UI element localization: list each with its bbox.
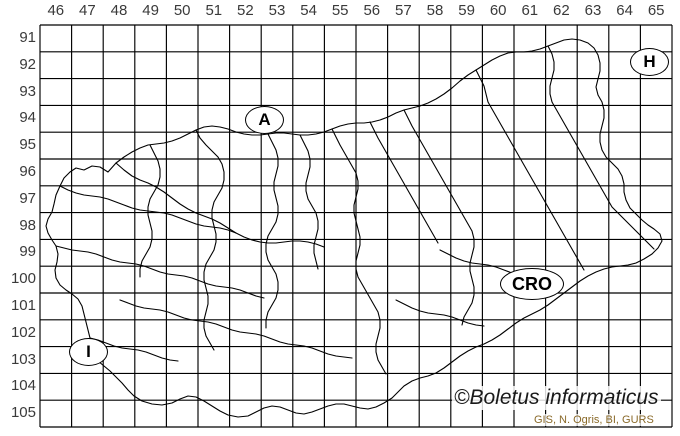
attribution-text: GIS, N. Ogris, BI, GURS	[533, 414, 655, 426]
grid-column-label-49: 49	[142, 2, 159, 19]
internal-boundary-4	[265, 133, 279, 329]
copyright-text: ©Boletus informaticus	[452, 386, 661, 410]
grid-column-label-48: 48	[110, 2, 128, 19]
internal-boundary-12	[369, 121, 439, 244]
italy-badge: I	[69, 338, 108, 366]
grid-column-label-58: 58	[426, 2, 444, 19]
grid-row-label-101: 101	[10, 297, 36, 314]
internal-boundary-1	[115, 162, 325, 248]
hungary-badge-label: H	[643, 52, 656, 71]
grid-row-label-103: 103	[10, 350, 36, 368]
grid-column-label-60: 60	[489, 2, 507, 19]
internal-boundary-7	[475, 69, 585, 271]
croatia-badge-label: CRO	[512, 273, 552, 294]
internal-boundary-6	[403, 109, 475, 326]
grid-column-label-53: 53	[268, 2, 286, 19]
grid-lines	[39, 24, 673, 428]
grid-row-label-102: 102	[10, 323, 36, 341]
austria-badge-label: A	[258, 110, 271, 129]
grid-column-label-51: 51	[205, 2, 223, 19]
grid-column-label-57: 57	[395, 2, 412, 19]
grid-column-label-64: 64	[616, 2, 633, 19]
map-geometry	[45, 38, 663, 418]
grid-row-label-92: 92	[19, 55, 36, 73]
hungary-badge: H	[630, 48, 669, 76]
internal-boundary-15	[395, 299, 485, 327]
internal-boundary-16	[89, 337, 179, 362]
croatia-badge: CRO	[500, 268, 564, 300]
grid-row-label-105: 105	[10, 404, 36, 422]
grid-column-label-65: 65	[647, 2, 665, 19]
grid-row-label-99: 99	[19, 243, 36, 261]
internal-boundary-13	[119, 299, 353, 359]
grid-column-label-61: 61	[521, 2, 539, 19]
grid-row-label-98: 98	[19, 216, 36, 234]
grid-column-label-56: 56	[363, 2, 381, 19]
grid-column-label-50: 50	[173, 2, 191, 19]
internal-boundary-3	[195, 129, 225, 351]
grid-column-label-47: 47	[79, 2, 96, 19]
internal-boundary-5	[331, 128, 387, 375]
grid-row-label-91: 91	[19, 29, 36, 46]
grid-row-label-104: 104	[10, 377, 36, 395]
grid-row-label-96: 96	[19, 163, 36, 180]
grid-row-label-93: 93	[19, 82, 36, 100]
internal-boundary-10	[55, 245, 265, 299]
grid-column-label-63: 63	[584, 2, 602, 19]
grid-column-label-62: 62	[553, 2, 570, 19]
internal-boundary-8	[547, 45, 655, 250]
country-border	[45, 38, 663, 418]
italy-badge-label: I	[86, 342, 91, 361]
grid-column-label-59: 59	[458, 2, 475, 19]
internal-boundary-11	[299, 134, 319, 270]
grid-row-label-95: 95	[19, 136, 36, 154]
grid-column-label-52: 52	[237, 2, 254, 19]
grid-column-label-54: 54	[300, 2, 317, 19]
austria-badge: A	[245, 106, 284, 134]
grid-row-label-94: 94	[19, 109, 36, 127]
grid-column-label-46: 46	[47, 2, 65, 19]
internal-boundary-9	[59, 185, 237, 234]
grid-row-label-100: 100	[10, 270, 36, 288]
grid-column-label-55: 55	[331, 2, 349, 19]
grid-row-label-97: 97	[19, 189, 36, 207]
